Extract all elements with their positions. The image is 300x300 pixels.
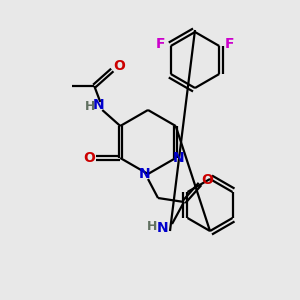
Text: H: H — [147, 220, 157, 232]
Text: N: N — [173, 151, 184, 165]
Text: F: F — [156, 37, 166, 51]
Text: N: N — [92, 98, 104, 112]
Text: F: F — [224, 37, 234, 51]
Text: H: H — [85, 100, 95, 113]
Text: N: N — [139, 167, 151, 181]
Text: N: N — [157, 221, 169, 235]
Text: O: O — [201, 173, 213, 187]
Text: O: O — [83, 151, 95, 165]
Text: O: O — [113, 59, 125, 73]
